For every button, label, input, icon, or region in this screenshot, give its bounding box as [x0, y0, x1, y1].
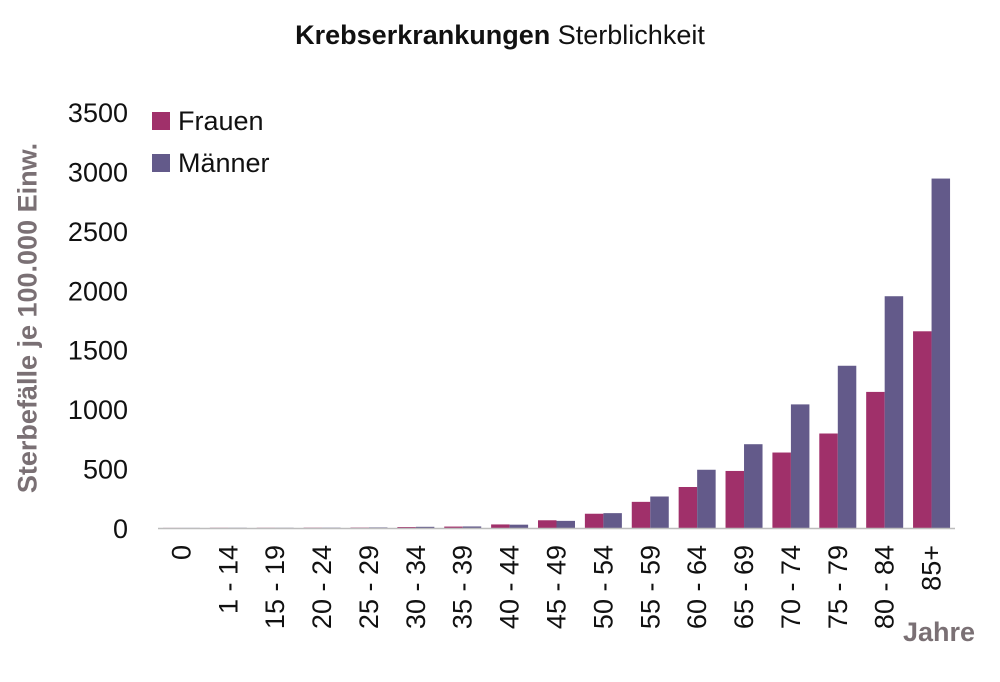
bar-frauen [772, 452, 791, 528]
y-tick-label: 2500 [68, 217, 128, 247]
bar-frauen [397, 527, 416, 528]
x-tick-label: 50 - 54 [588, 545, 618, 629]
bar-maenner [790, 404, 810, 528]
legend: Frauen Männer [152, 100, 270, 184]
chart-title-rest: Sterblichkeit [557, 20, 705, 50]
bar-maenner [603, 513, 622, 528]
x-tick-label: 55 - 59 [635, 545, 665, 629]
bar-frauen [444, 526, 463, 528]
x-tick-label: 45 - 49 [542, 545, 572, 629]
bar-maenner [556, 520, 575, 528]
bar-frauen [819, 433, 838, 528]
x-tick-label: 0 [166, 545, 196, 560]
x-tick-label: 30 - 34 [401, 545, 431, 629]
legend-swatch-maenner [152, 154, 170, 172]
bar-frauen [725, 470, 745, 528]
x-tick-label: 20 - 24 [307, 545, 337, 629]
x-axis-label: Jahre [903, 617, 976, 647]
x-tick-label: 80 - 84 [870, 545, 900, 629]
bar-maenner [931, 178, 951, 528]
chart-title: Krebserkrankungen Sterblichkeit [0, 20, 1000, 51]
x-tick-label: 85+ [917, 545, 947, 591]
y-tick-label: 500 [83, 455, 128, 485]
x-tick-label: 35 - 39 [448, 545, 478, 629]
x-tick-label: 15 - 19 [260, 545, 290, 629]
bar-frauen [584, 513, 604, 528]
x-tick-label: 75 - 79 [823, 545, 853, 629]
legend-swatch-frauen [152, 112, 170, 130]
legend-label-frauen: Frauen [178, 105, 264, 136]
bar-maenner [650, 496, 669, 528]
chart-title-bold: Krebserkrankungen [295, 20, 551, 50]
legend-label-maenner: Männer [178, 147, 270, 178]
bar-frauen [913, 331, 932, 528]
y-tick-label: 0 [113, 514, 128, 544]
bar-frauen [491, 524, 510, 528]
bar-maenner [837, 365, 857, 528]
x-tick-label: 40 - 44 [495, 545, 525, 629]
bar-frauen [631, 501, 651, 528]
x-tick-label: 60 - 64 [682, 545, 712, 629]
bar-frauen [678, 486, 698, 528]
bar-frauen [866, 391, 885, 528]
bar-maenner [884, 296, 904, 528]
x-tick-label: 70 - 74 [776, 545, 806, 629]
legend-item-maenner: Männer [152, 142, 270, 184]
bar-maenner [415, 526, 435, 528]
bar-frauen [538, 520, 557, 528]
bar-maenner [744, 444, 763, 528]
legend-item-frauen: Frauen [152, 100, 270, 142]
x-tick-label: 25 - 29 [354, 545, 384, 629]
bar-maenner [462, 526, 482, 528]
x-tick-label: 1 - 14 [213, 545, 243, 614]
y-tick-label: 1500 [68, 336, 128, 366]
y-tick-label: 3500 [68, 98, 128, 128]
y-tick-label: 2000 [68, 276, 128, 306]
bar-maenner [697, 469, 716, 528]
bar-maenner [509, 524, 529, 528]
y-tick-label: 3000 [68, 157, 128, 187]
x-tick-label: 65 - 69 [729, 545, 759, 629]
y-tick-label: 1000 [68, 395, 128, 425]
